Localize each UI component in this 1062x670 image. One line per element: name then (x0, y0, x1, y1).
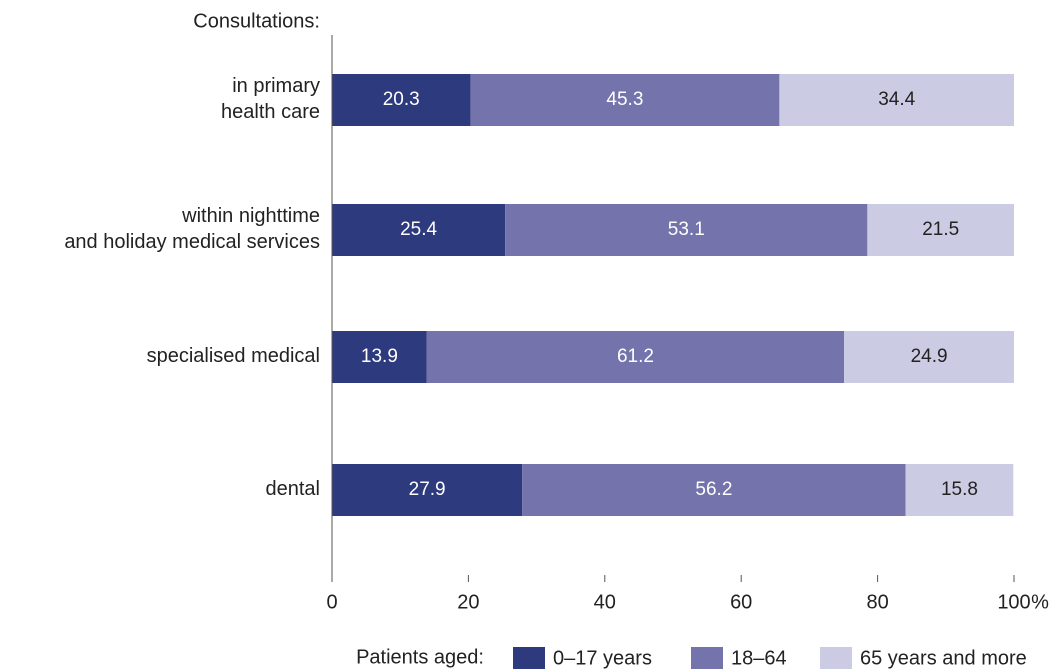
axis-title: Consultations: (193, 10, 320, 32)
bar-segment (332, 331, 427, 383)
bar-segment (779, 74, 1014, 126)
bar-segment (844, 331, 1014, 383)
bar-segment (905, 464, 1014, 516)
bar-segment (470, 74, 780, 126)
bar-segment (522, 464, 906, 516)
x-unit: % (1031, 591, 1049, 613)
y-tick-label-line: specialised medical (147, 345, 320, 367)
value-label: 13.9 (361, 346, 398, 367)
value-label: 21.5 (922, 219, 959, 240)
value-label: 15.8 (941, 479, 978, 500)
value-label: 24.9 (911, 346, 948, 367)
x-tick-label: 40 (594, 591, 616, 613)
legend-label: 0–17 years (553, 647, 652, 669)
bar-segment (332, 204, 506, 256)
y-tick-label: within nighttime and holiday medical serv… (64, 205, 320, 253)
x-tick-label: 80 (866, 591, 888, 613)
y-tick-label: specialised medical (147, 345, 320, 367)
legend-label: 65 years and more (860, 647, 1027, 669)
legend-title: Patients aged: (356, 646, 484, 668)
legend-label: 18–64 (731, 647, 787, 669)
legend-swatch (691, 647, 723, 669)
x-tick-label: 0 (326, 591, 337, 613)
value-label: 45.3 (606, 89, 643, 110)
bar-segment (426, 331, 845, 383)
value-label: 27.9 (409, 479, 446, 500)
value-label: 56.2 (695, 479, 732, 500)
bar-segment (332, 464, 523, 516)
y-tick-label: dental (266, 478, 321, 500)
bar-segment (867, 204, 1014, 256)
value-label: 25.4 (400, 219, 437, 240)
value-label: 53.1 (668, 219, 705, 240)
bar-segment (332, 74, 471, 126)
value-label: 20.3 (383, 89, 420, 110)
legend-swatch (513, 647, 545, 669)
y-tick-label-line: within nighttime (181, 205, 320, 227)
value-label: 34.4 (878, 89, 915, 110)
y-tick-label-line: and holiday medical services (64, 231, 320, 253)
x-tick-label: 20 (457, 591, 479, 613)
y-tick-label-line: in primary (232, 75, 320, 97)
x-tick-label: 60 (730, 591, 752, 613)
y-tick-label-line: health care (221, 101, 320, 123)
y-tick-label: in primary health care (221, 75, 320, 123)
value-label: 61.2 (617, 346, 654, 367)
legend-swatch (820, 647, 852, 669)
y-tick-label-line: dental (266, 478, 321, 500)
x-tick-label: 100 (997, 591, 1030, 613)
bar-segment (505, 204, 868, 256)
